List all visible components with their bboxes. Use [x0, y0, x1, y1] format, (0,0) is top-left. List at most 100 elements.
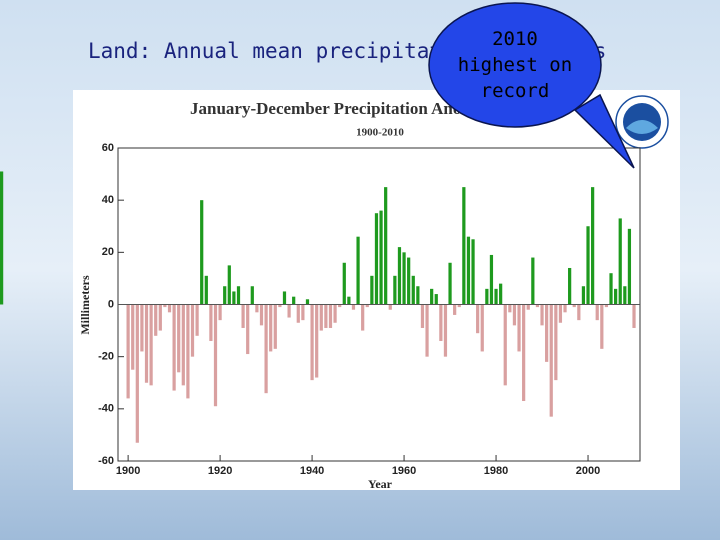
plot: -60 -40 -20 0 20 40 60 1900 1920 1940 1960 1980 2000: [0, 142, 641, 477]
bar: [526, 304, 530, 310]
bar: [204, 275, 208, 305]
bar: [503, 304, 507, 386]
bar: [190, 304, 195, 357]
y-tick-label: -20: [98, 351, 114, 363]
bar: [388, 304, 392, 310]
bar: [361, 304, 365, 331]
bar: [549, 304, 553, 417]
bar: [333, 304, 337, 323]
bar: [604, 304, 609, 308]
bar: [384, 187, 388, 305]
bar: [131, 304, 135, 370]
bar: [568, 267, 572, 305]
x-axis-label: Year: [368, 477, 393, 491]
bar: [554, 304, 558, 381]
bar: [195, 304, 199, 336]
bar: [425, 304, 429, 357]
bar: [558, 304, 563, 323]
y-tick-label: 40: [102, 194, 114, 206]
bar: [351, 304, 356, 310]
x-tick-label: 1940: [300, 465, 324, 477]
bar: [494, 288, 498, 305]
bar: [273, 304, 277, 349]
bar: [186, 304, 190, 399]
bar: [434, 294, 438, 305]
bar: [347, 296, 351, 305]
x-tick-label: 1980: [484, 465, 508, 477]
x-tick-label: 1960: [392, 465, 416, 477]
bar: [328, 304, 333, 328]
chart-subtitle: 1900-2010: [356, 127, 404, 139]
bar: [213, 304, 218, 407]
bar: [471, 239, 475, 305]
bar: [581, 286, 586, 305]
bar: [227, 265, 231, 305]
bar: [466, 236, 471, 305]
bar: [439, 304, 443, 342]
bar: [485, 288, 489, 305]
bar: [572, 304, 576, 308]
bar: [342, 262, 346, 305]
bar: [177, 304, 181, 373]
bar: [457, 304, 461, 308]
bar: [623, 286, 627, 305]
bar: [379, 210, 383, 305]
bar: [223, 286, 227, 305]
bar: [453, 304, 457, 315]
bar: [126, 304, 130, 399]
bar: [158, 304, 162, 331]
bar: [540, 304, 544, 326]
bar: [167, 304, 172, 313]
bar: [531, 257, 535, 305]
bar: [269, 304, 273, 352]
bar: [462, 187, 466, 305]
bar: [480, 304, 484, 352]
bar: [595, 304, 599, 321]
bar: [163, 304, 167, 308]
bar: [618, 218, 622, 305]
y-tick-label: -40: [98, 403, 114, 415]
bar: [0, 171, 4, 305]
bar: [545, 304, 549, 362]
bar: [149, 304, 153, 386]
x-tick-label: 1900: [116, 465, 140, 477]
bar: [282, 291, 287, 305]
bar: [181, 304, 185, 386]
noaa-logo: [615, 95, 669, 149]
callout: 2010 highest on record: [428, 2, 635, 169]
bar: [499, 283, 503, 305]
bar: [315, 304, 319, 378]
bar: [292, 296, 296, 305]
bar: [172, 304, 176, 391]
bar: [393, 275, 397, 305]
bar: [232, 291, 236, 305]
bar: [577, 304, 581, 321]
bar: [236, 286, 241, 305]
bar: [319, 304, 323, 331]
bar: [374, 213, 379, 305]
bar: [338, 304, 342, 308]
bar: [632, 304, 636, 328]
bar: [246, 304, 250, 355]
bar: [627, 228, 632, 305]
bar: [154, 304, 158, 336]
x-tick-label: 2000: [576, 465, 600, 477]
bar: [407, 257, 411, 305]
bar: [517, 304, 521, 352]
y-axis-label: Millimeters: [78, 275, 92, 335]
bar: [508, 304, 512, 313]
bar: [591, 187, 595, 305]
bar: [600, 304, 604, 349]
bar: [365, 304, 369, 308]
bar: [305, 299, 310, 305]
x-tick-label: 1920: [208, 465, 232, 477]
bar: [301, 304, 305, 321]
y-tick-label: 60: [102, 142, 114, 154]
bar: [522, 304, 526, 402]
bar: [287, 304, 291, 318]
y-tick-label: -60: [98, 455, 114, 467]
bar: [586, 226, 590, 305]
chart-title: January-December Precipitation Anomaly: [190, 99, 498, 118]
